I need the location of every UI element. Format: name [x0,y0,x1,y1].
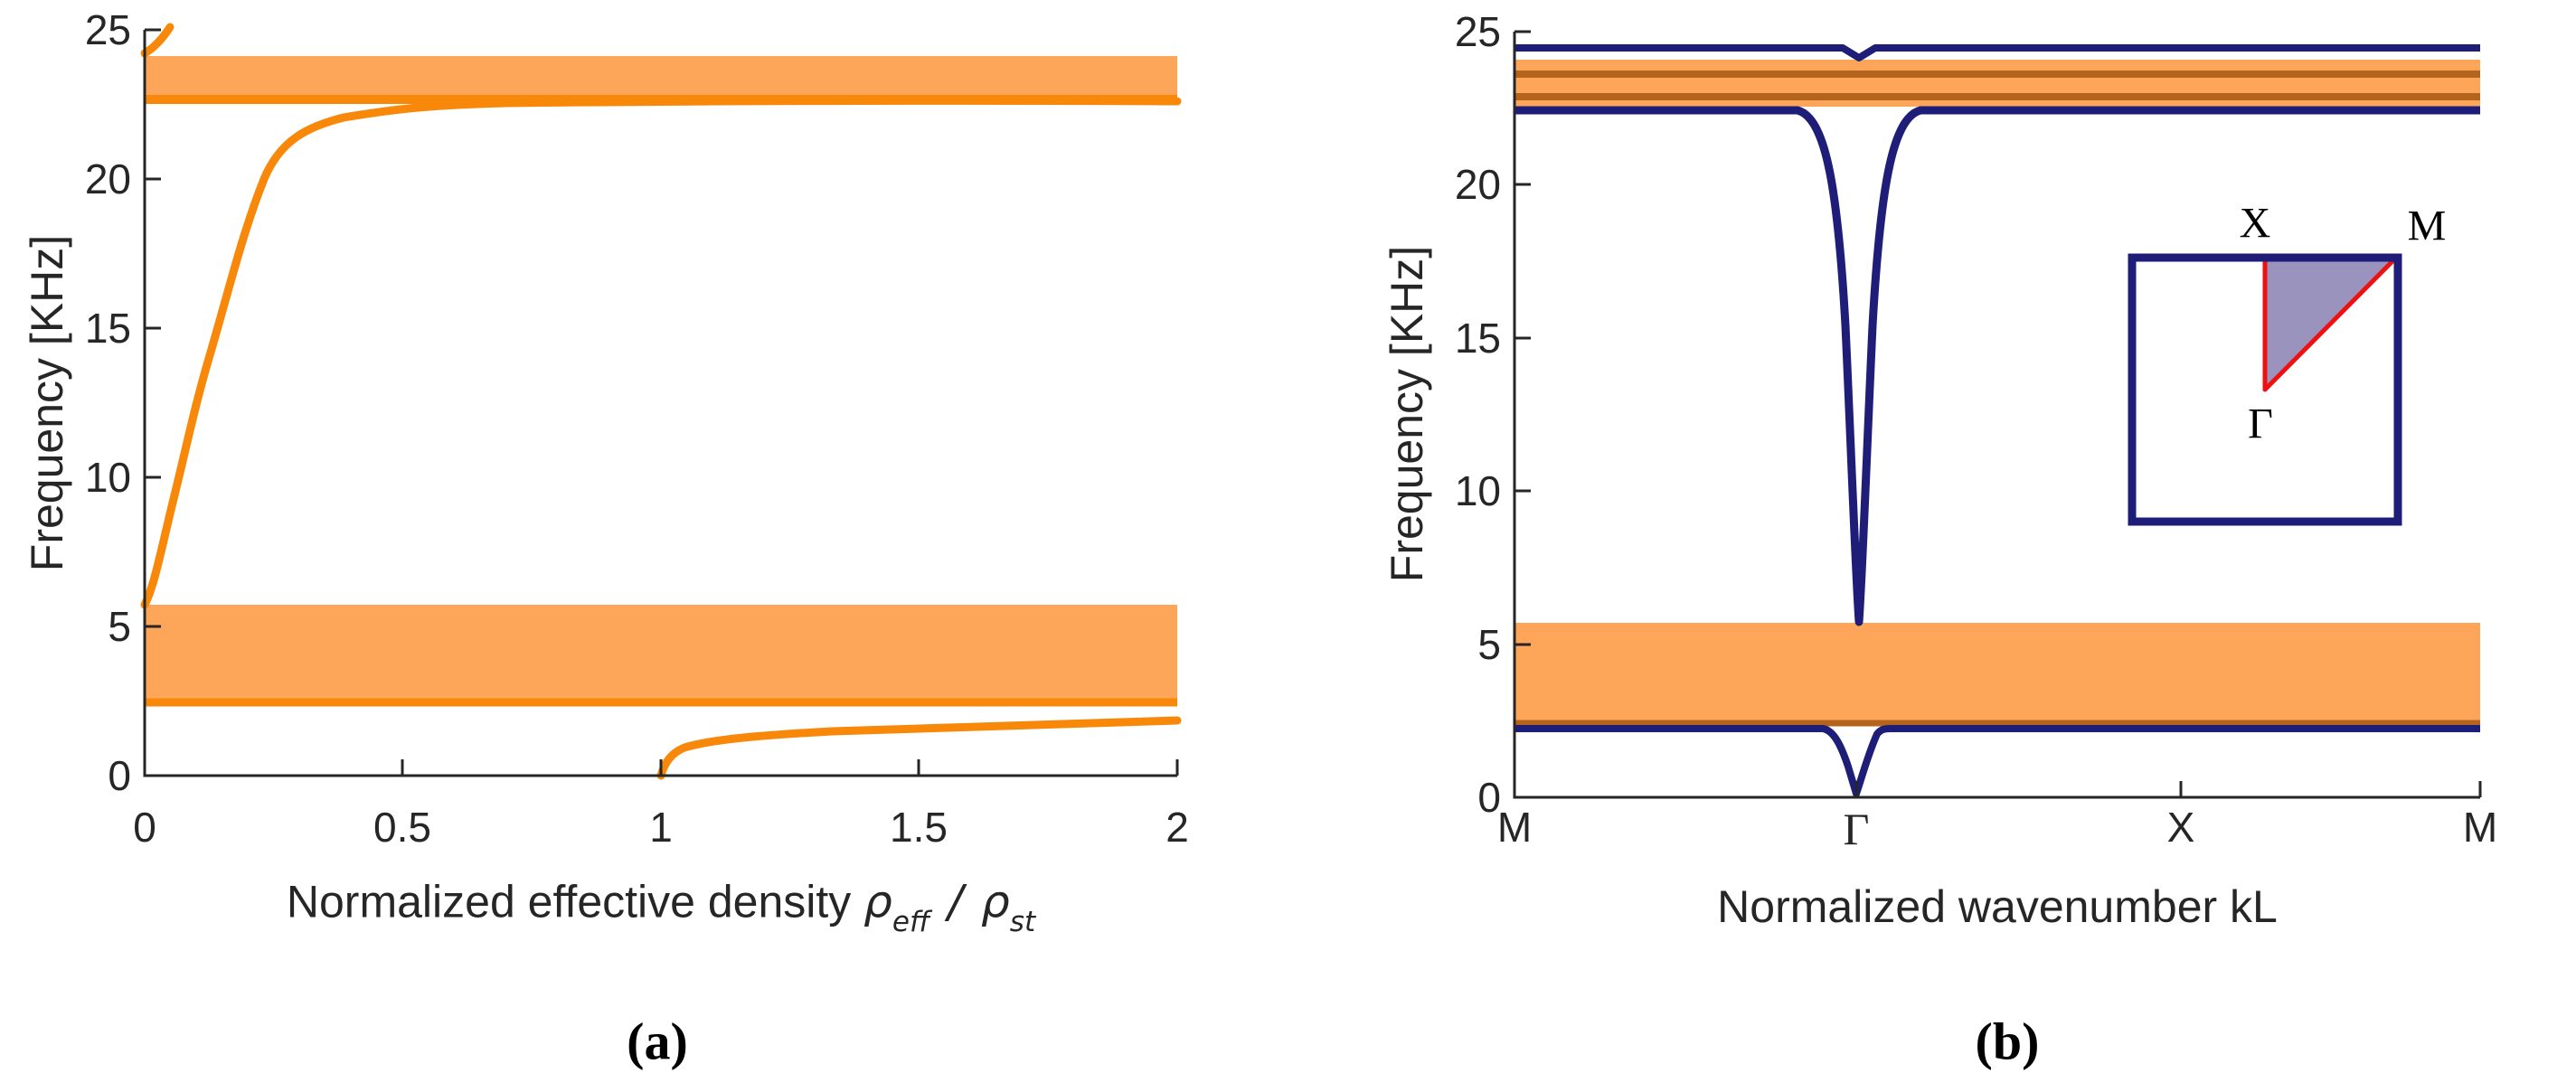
a-xtick-0: 0 [133,804,156,851]
a-ytick-10: 10 [84,454,131,501]
b-tick-marks [1513,30,2482,799]
bz-irreducible-triangle [2262,255,2399,392]
bz-inset-label-m: M [2407,202,2447,250]
b-xtick-M: M [2462,804,2498,851]
a-ytick-25: 25 [84,6,131,53]
b-xtick-M: M [1496,804,1533,851]
a-xtick-2: 2 [1165,804,1189,851]
b-xtick-Γ: Γ [1843,804,1870,854]
a-xtick-1.5: 1.5 [890,804,948,851]
a-xtick-1: 1 [649,804,673,851]
bz-square-outline [2128,253,2402,526]
b-funnel-band-curve [1514,106,2480,626]
a-tick-marks [143,28,1179,777]
b-ytick-10: 10 [1454,467,1501,514]
a-ytick-5: 5 [108,603,131,650]
brillouin-zone-inset [2128,253,2402,526]
bz-inset-label-gamma: Γ [2248,400,2273,448]
a-xlabel-rho-st: ρst [981,875,1036,938]
b-ytick-15: 15 [1454,315,1501,362]
b-lower-bandgap-fill [1514,623,2480,720]
a-bottom-curve [656,716,1182,780]
bz-inset-label-x: X [2239,199,2271,248]
a-xlabel-prefix: Normalized effective density [286,876,852,927]
a-ytick-15: 15 [84,305,131,352]
a-xlabel: Normalized effective density ρeff / ρst [287,875,1035,938]
caption-a: (a) [627,1012,688,1071]
b-xtick-X: X [2166,804,2195,851]
b-top-band-curve [1514,44,2480,61]
a-xtick-0.5: 0.5 [373,804,431,851]
a-ytick-0: 0 [108,752,131,799]
b-xlabel: Normalized wavenumber kL [1717,881,2278,932]
b-ytick-5: 5 [1477,621,1501,668]
b-ylabel: Frequency [KHz] [1382,245,1432,583]
b-ytick-0: 0 [1477,774,1501,821]
a-ytick-20: 20 [84,155,131,202]
caption-b: (b) [1975,1012,2040,1071]
plot-b-graphics [1513,30,2482,799]
plot-a-graphics [140,23,1182,780]
a-resonance-curve [140,96,1182,609]
b-acoustic-band-curve [1514,725,2480,797]
b-ytick-25: 25 [1454,8,1501,55]
a-xlabel-rho-eff: ρeff [863,875,930,938]
b-ytick-20: 20 [1454,161,1501,208]
a-lower-bandgap-fill [145,605,1177,699]
a-xlabel-divider: / [948,875,964,928]
a-ylabel: Frequency [KHz] [22,234,72,572]
a-upper-bandgap-fill [145,56,1177,96]
a-topleft-curve [140,23,175,58]
